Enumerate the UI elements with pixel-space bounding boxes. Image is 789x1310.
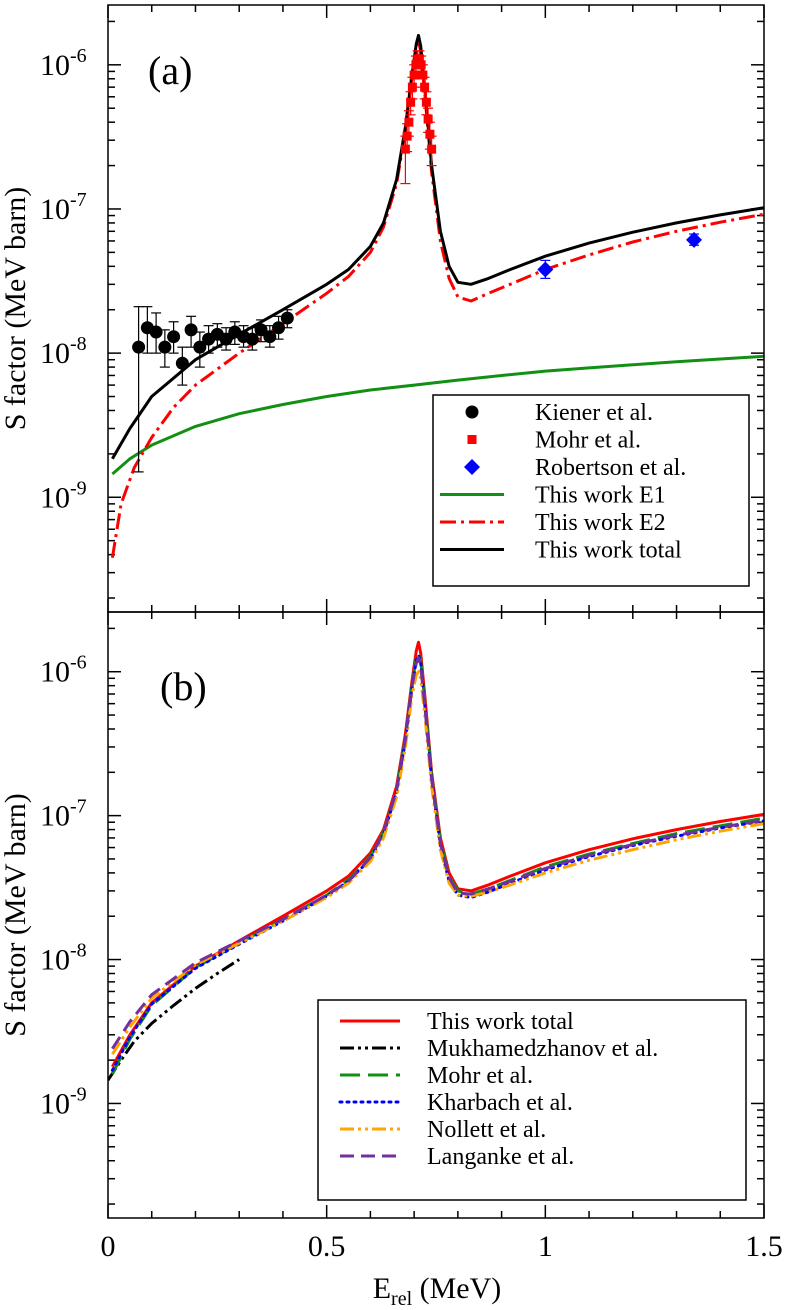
data-point <box>537 261 554 278</box>
data-point <box>427 144 437 154</box>
y-tick-label: 10-8 <box>40 333 87 370</box>
y-axis-label: S factor (MeV barn) <box>0 187 32 431</box>
series-line <box>111 640 764 1068</box>
data-point <box>149 325 163 339</box>
data-point <box>404 117 414 127</box>
data-point <box>263 330 277 344</box>
data-point <box>280 311 294 325</box>
y-tick-label: 10-8 <box>40 940 87 977</box>
data-point <box>418 70 428 80</box>
data-point <box>406 97 416 107</box>
series-line <box>111 656 764 1050</box>
legend-box <box>317 999 747 1201</box>
legend-label: Mukhamedzhanov et al. <box>427 1036 658 1062</box>
x-tick-label: 1.5 <box>745 1230 783 1263</box>
data-point <box>411 60 421 70</box>
x-tick-label: 0 <box>101 1230 116 1263</box>
series-line <box>111 670 764 1056</box>
legend-label: This work E2 <box>535 510 666 536</box>
legend-label: Kiener et al. <box>535 400 653 426</box>
legend-box <box>432 394 750 587</box>
data-point <box>423 114 433 124</box>
panel-a: 10-9 10-8 10-7 10-6 (a) S factor (MeV barn) Ki… <box>0 4 765 613</box>
legend-label: This work E1 <box>535 483 666 509</box>
legend-label: Mohr et al. <box>535 428 641 454</box>
plot-area <box>110 33 764 559</box>
data-point <box>219 332 233 346</box>
panel-b: 10-9 10-8 10-7 10-6 (b) S factor (MeV barn) Th… <box>0 611 765 1219</box>
y-axis-label: S factor (MeV barn) <box>0 793 32 1037</box>
data-point <box>686 231 703 248</box>
data-point <box>400 144 410 154</box>
series-line <box>111 33 764 460</box>
y-tick-label: 10-9 <box>40 1083 87 1120</box>
y-tick-label: 10-7 <box>40 189 87 226</box>
plot-area <box>108 640 764 1082</box>
legend-label: This work total <box>535 538 682 564</box>
legend-label: Kharbach et al. <box>427 1090 573 1116</box>
legend-label: Mohr et al. <box>427 1063 533 1089</box>
legend-label: Robertson et al. <box>535 455 686 481</box>
data-point <box>421 97 431 107</box>
legend-label: This work total <box>427 1009 574 1035</box>
x-tick-label: 0.5 <box>308 1230 346 1263</box>
x-axis: 0 0.5 1 1.5 Erel (MeV) <box>101 1230 783 1310</box>
data-point <box>167 330 181 344</box>
data-point <box>245 332 259 346</box>
legend-symbol <box>467 435 477 444</box>
series-line <box>111 354 764 476</box>
data-point <box>254 323 268 337</box>
y-tick-label: 10-6 <box>40 652 87 689</box>
x-tick-label: 1 <box>538 1230 553 1263</box>
plot-frame <box>107 611 765 1219</box>
data-point <box>414 54 424 64</box>
y-tick-label: 10-7 <box>40 796 87 833</box>
data-point <box>420 82 430 92</box>
data-point <box>175 356 189 370</box>
legend: Kiener et al.Mohr et al.Robertson et al.… <box>432 394 750 587</box>
legend-symbol <box>465 405 479 419</box>
panel-label: (a) <box>148 48 192 93</box>
legend-label: Langanke et al. <box>427 1144 574 1170</box>
data-point <box>272 321 286 335</box>
data-point <box>132 340 146 354</box>
panel-label: (b) <box>160 664 207 709</box>
legend-label: Nollett et al. <box>427 1117 546 1143</box>
data-point <box>193 340 207 354</box>
series-line <box>108 958 241 1082</box>
legend-symbol <box>464 459 480 475</box>
data-point <box>425 129 435 139</box>
y-tick-label: 10-6 <box>40 45 87 82</box>
data-point <box>184 323 198 337</box>
y-tick-label: 10-9 <box>40 477 87 514</box>
x-axis-label: Erel (MeV) <box>373 1272 502 1310</box>
data-point <box>158 340 172 354</box>
